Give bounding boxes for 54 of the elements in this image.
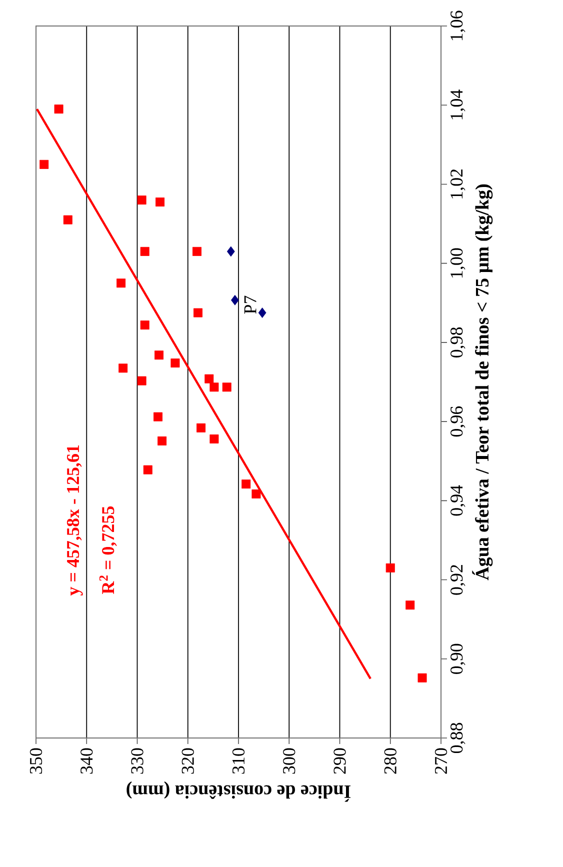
y-tick-label: 1,02 bbox=[450, 169, 466, 198]
y-tick-label: 0,96 bbox=[450, 406, 466, 437]
point bbox=[137, 376, 146, 386]
point bbox=[210, 382, 219, 392]
point bbox=[418, 673, 427, 682]
point bbox=[252, 489, 261, 498]
y-tick-label: 0,90 bbox=[450, 644, 466, 674]
y-tick-label: 1,00 bbox=[450, 248, 466, 278]
point bbox=[242, 480, 251, 489]
point bbox=[192, 246, 202, 256]
point bbox=[154, 350, 164, 360]
x-tick-label: 280 bbox=[384, 748, 396, 774]
y-tick-label: 1,04 bbox=[450, 90, 466, 120]
y-tick-label: 0,92 bbox=[450, 565, 466, 595]
x-tick-label: 270 bbox=[434, 748, 448, 774]
x-tick-label: 300 bbox=[283, 748, 296, 774]
point bbox=[63, 215, 72, 224]
annotation: R$^{2}$ = 0,7255 bbox=[99, 506, 117, 594]
point bbox=[406, 600, 415, 610]
x-tick-label: 310 bbox=[232, 748, 245, 774]
point bbox=[386, 563, 395, 572]
y-tick-label: 0,88 bbox=[450, 722, 466, 754]
point bbox=[193, 308, 202, 318]
x-tick-label: 340 bbox=[80, 748, 93, 774]
x-axis-title: Índice de consistência (mm) bbox=[126, 781, 351, 802]
y-axis-title: Água efetiva / Teor total de finos < 75 µm (kg/kg) bbox=[472, 184, 493, 580]
x-tick-label: 290 bbox=[334, 748, 346, 774]
point bbox=[258, 308, 266, 318]
x-tick-label: 350 bbox=[30, 748, 42, 774]
point bbox=[158, 436, 167, 446]
annotation: y = 457,58x - 125,61 bbox=[66, 445, 83, 596]
point bbox=[116, 278, 126, 288]
point bbox=[222, 382, 232, 392]
x-tick-label: 330 bbox=[131, 748, 144, 774]
y-tick-label: 0,94 bbox=[450, 485, 466, 516]
point bbox=[137, 196, 146, 205]
point bbox=[40, 160, 49, 169]
point bbox=[196, 423, 206, 432]
y-tick-label: 1,06 bbox=[450, 10, 466, 40]
point bbox=[143, 465, 152, 474]
point bbox=[118, 364, 128, 373]
point bbox=[170, 358, 180, 368]
point bbox=[54, 104, 64, 114]
x-tick-label: 320 bbox=[182, 748, 194, 774]
point bbox=[231, 294, 239, 306]
point bbox=[156, 198, 165, 207]
point bbox=[226, 246, 235, 257]
y-tick-label: 0,98 bbox=[450, 327, 466, 358]
point bbox=[140, 320, 150, 330]
point bbox=[154, 412, 162, 422]
point bbox=[140, 246, 150, 256]
point bbox=[210, 434, 219, 444]
annotation: P7 bbox=[244, 296, 256, 314]
point bbox=[204, 374, 214, 384]
